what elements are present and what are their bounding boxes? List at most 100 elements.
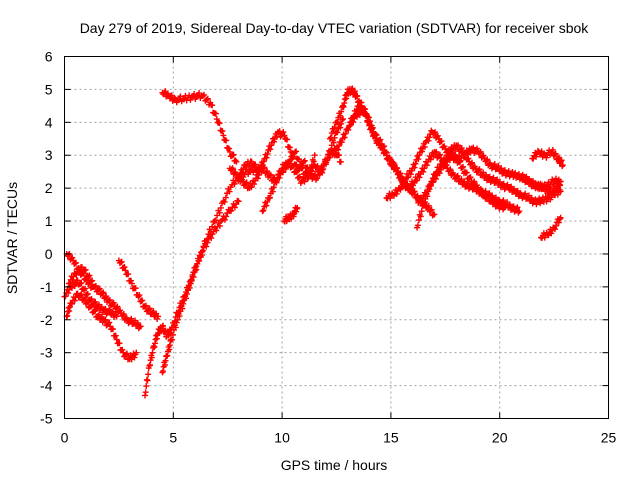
data-point <box>139 297 146 304</box>
series-arc-8 <box>159 88 240 165</box>
series-arc-15 <box>346 106 523 216</box>
data-point <box>420 168 427 175</box>
data-point <box>86 280 93 287</box>
data-point <box>267 171 274 178</box>
series-arc-20 <box>538 214 564 242</box>
data-point <box>160 322 167 329</box>
data-point <box>477 148 484 155</box>
data-point <box>136 292 143 299</box>
data-point <box>213 227 220 234</box>
data-point <box>331 124 338 131</box>
data-point <box>128 280 135 287</box>
data-point <box>294 204 301 211</box>
data-point <box>434 132 441 139</box>
data-point <box>248 184 255 191</box>
data-point <box>293 148 300 155</box>
data-point <box>82 266 89 273</box>
data-point <box>106 319 113 326</box>
data-point <box>105 297 112 304</box>
data-point <box>197 253 204 260</box>
data-point <box>294 168 301 175</box>
data-point <box>556 181 563 188</box>
data-point <box>414 193 421 200</box>
data-point <box>268 142 275 149</box>
data-point <box>341 134 348 141</box>
x-tick-label: 10 <box>274 430 290 446</box>
data-point <box>335 142 342 149</box>
data-point <box>134 319 141 326</box>
data-point <box>277 171 284 178</box>
data-point <box>286 144 293 151</box>
data-point <box>235 198 242 205</box>
data-point <box>401 180 408 187</box>
data-point <box>281 132 288 139</box>
data-point <box>338 120 345 127</box>
data-point <box>416 152 423 159</box>
data-point <box>264 198 271 205</box>
data-point <box>103 293 110 300</box>
data-point <box>211 218 218 225</box>
data-point <box>432 129 439 136</box>
data-point <box>337 112 344 119</box>
data-point <box>133 349 140 356</box>
grid-layer <box>64 56 609 419</box>
plot-frame <box>64 56 609 419</box>
data-point <box>78 291 85 298</box>
data-point <box>445 152 452 159</box>
data-point <box>123 350 130 357</box>
data-point <box>190 274 197 281</box>
data-point <box>125 271 132 278</box>
data-point <box>263 169 270 176</box>
data-point <box>557 188 564 195</box>
y-tick-label: -1 <box>40 279 53 295</box>
data-point <box>340 116 347 123</box>
data-point <box>498 165 505 172</box>
data-point <box>255 172 262 179</box>
data-point <box>417 213 424 220</box>
series-arc-3 <box>61 277 120 321</box>
marks-layer <box>61 85 566 399</box>
data-point <box>406 187 413 194</box>
data-point <box>387 156 394 163</box>
data-point <box>226 148 233 155</box>
data-point <box>122 267 129 274</box>
y-tick-label: 6 <box>45 49 53 65</box>
data-point <box>381 143 388 150</box>
y-tick-label: 0 <box>45 246 53 262</box>
data-point <box>366 119 373 126</box>
data-point <box>173 319 180 326</box>
data-point <box>102 316 109 323</box>
data-point <box>106 296 113 303</box>
data-point <box>425 188 432 195</box>
data-point <box>383 149 390 156</box>
data-point <box>248 158 255 165</box>
data-point <box>552 226 559 233</box>
data-point <box>78 264 85 271</box>
data-point <box>212 110 219 117</box>
data-point <box>438 138 445 145</box>
data-point <box>427 156 434 163</box>
x-tick-label: 15 <box>383 430 399 446</box>
data-point <box>274 175 281 182</box>
data-point <box>132 285 139 292</box>
data-point <box>446 167 453 174</box>
data-point <box>82 295 89 302</box>
data-point <box>233 158 240 165</box>
data-point <box>110 299 117 306</box>
data-point <box>421 143 428 150</box>
data-point <box>433 148 440 155</box>
data-point <box>427 207 434 214</box>
data-point <box>106 306 113 313</box>
data-point <box>216 222 223 229</box>
series-arc-12 <box>281 204 301 225</box>
data-point <box>442 155 449 162</box>
data-point <box>179 305 186 312</box>
data-point <box>193 266 200 273</box>
data-point <box>428 179 435 186</box>
data-point <box>506 201 513 208</box>
data-point <box>453 173 460 180</box>
y-tick-label: 4 <box>45 114 53 130</box>
data-point <box>142 389 149 396</box>
data-point <box>480 152 487 159</box>
data-point <box>332 151 339 158</box>
